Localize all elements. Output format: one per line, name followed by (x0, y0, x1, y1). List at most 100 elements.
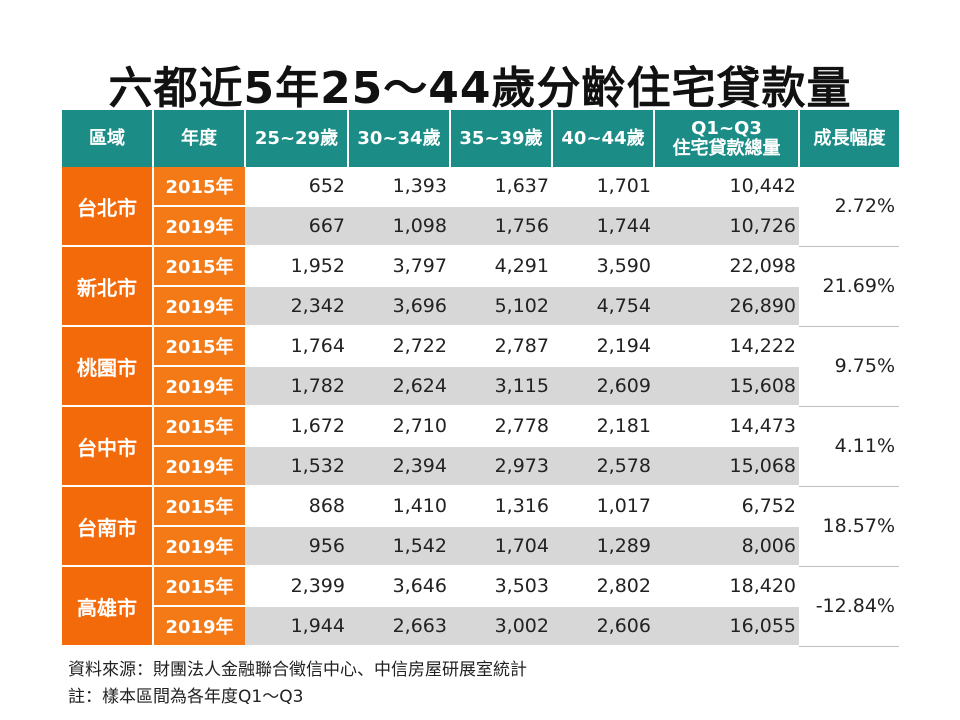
value-cell: 2,973 (450, 446, 552, 487)
value-cell: 26,890 (654, 286, 799, 327)
loan-table: 區域 年度 25~29歲 30~34歲 35~39歲 40~44歲 Q1~Q3 … (62, 110, 899, 647)
header-age-35-39: 35~39歲 (450, 110, 553, 167)
table-row: 台南市 2015年 868 1,410 1,316 1,017 6,752 18.57% (62, 486, 899, 567)
table-row: 2019年 1,532 2,394 2,973 2,578 15,068 (62, 446, 899, 487)
value-cell: 868 (245, 486, 348, 527)
value-cell: 1,944 (245, 606, 348, 647)
value-cell: 1,744 (552, 206, 654, 247)
value-cell: 1,410 (348, 486, 450, 527)
year-cell: 2019年 (152, 606, 245, 647)
value-cell: 15,608 (654, 366, 799, 407)
source-note: 資料來源：財團法人金融聯合徵信中心、中信房屋研展室統計 (68, 660, 527, 680)
value-cell: 1,704 (450, 526, 552, 567)
value-cell: 2,609 (552, 366, 654, 407)
value-cell: 2,606 (552, 606, 654, 647)
year-cell: 2019年 (152, 526, 245, 567)
region-cell: 高雄市 (62, 566, 153, 647)
growth-cell: 4.11% (799, 406, 899, 487)
value-cell: 2,802 (552, 566, 654, 607)
table-row: 台北市 2015年 652 1,393 1,637 1,701 10,442 2.72% (62, 167, 899, 247)
year-cell: 2015年 (152, 486, 245, 527)
growth-cell: 9.75% (799, 326, 899, 407)
year-cell: 2015年 (152, 246, 245, 287)
header-year: 年度 (153, 110, 246, 167)
growth-cell: 18.57% (799, 486, 899, 567)
value-cell: 3,797 (348, 246, 450, 287)
value-cell: 2,181 (552, 406, 654, 447)
header-age-25-29: 25~29歲 (245, 110, 349, 167)
year-cell: 2019年 (152, 206, 245, 247)
header-total-period: Q1~Q3 (691, 117, 762, 139)
value-cell: 14,473 (654, 406, 799, 447)
value-cell: 2,394 (348, 446, 450, 487)
value-cell: 1,393 (348, 167, 450, 207)
table-row: 高雄市 2015年 2,399 3,646 3,503 2,802 18,420 -12.84… (62, 566, 899, 647)
value-cell: 8,006 (654, 526, 799, 567)
value-cell: 18,420 (654, 566, 799, 607)
value-cell: 3,646 (348, 566, 450, 607)
header-age-40-44: 40~44歲 (552, 110, 655, 167)
value-cell: 1,672 (245, 406, 348, 447)
value-cell: 1,098 (348, 206, 450, 247)
header-region: 區域 (62, 110, 154, 167)
header-age-30-34: 30~34歲 (348, 110, 451, 167)
value-cell: 16,055 (654, 606, 799, 647)
region-cell: 台南市 (62, 486, 153, 567)
year-cell: 2019年 (152, 286, 245, 327)
value-cell: 1,701 (552, 167, 654, 207)
region-cell: 桃園市 (62, 326, 153, 407)
year-cell: 2015年 (152, 167, 245, 207)
year-cell: 2019年 (152, 446, 245, 487)
value-cell: 2,778 (450, 406, 552, 447)
value-cell: 2,663 (348, 606, 450, 647)
value-cell: 1,764 (245, 326, 348, 367)
table-row: 桃園市 2015年 1,764 2,722 2,787 2,194 14,222 9.75% (62, 326, 899, 407)
value-cell: 667 (245, 206, 348, 247)
year-cell: 2015年 (152, 566, 245, 607)
region-cell: 台北市 (62, 167, 153, 247)
header-row: 區域 年度 25~29歲 30~34歲 35~39歲 40~44歲 Q1~Q3 … (62, 110, 899, 167)
sample-note: 註：樣本區間為各年度Q1～Q3 (68, 687, 304, 707)
table-row: 2019年 1,782 2,624 3,115 2,609 15,608 (62, 366, 899, 407)
value-cell: 4,754 (552, 286, 654, 327)
value-cell: 3,590 (552, 246, 654, 287)
value-cell: 15,068 (654, 446, 799, 487)
year-cell: 2015年 (152, 406, 245, 447)
table-row: 新北市 2015年 1,952 3,797 4,291 3,590 22,098 21.69% (62, 246, 899, 327)
table-row: 2019年 1,944 2,663 3,002 2,606 16,055 (62, 606, 899, 647)
table-row: 2019年 2,342 3,696 5,102 4,754 26,890 (62, 286, 899, 327)
value-cell: 2,194 (552, 326, 654, 367)
value-cell: 5,102 (450, 286, 552, 327)
value-cell: 2,578 (552, 446, 654, 487)
table-body: 台北市 2015年 652 1,393 1,637 1,701 10,442 2.72% 201… (62, 167, 899, 647)
value-cell: 1,756 (450, 206, 552, 247)
table-row: 2019年 667 1,098 1,756 1,744 10,726 (62, 206, 899, 247)
value-cell: 2,624 (348, 366, 450, 407)
value-cell: 2,710 (348, 406, 450, 447)
growth-cell: -12.84% (799, 566, 899, 647)
chart-title: 六都近5年25～44歲分齡住宅貸款量 (108, 63, 852, 114)
value-cell: 2,399 (245, 566, 348, 607)
growth-cell: 2.72% (799, 167, 899, 247)
value-cell: 3,503 (450, 566, 552, 607)
header-total-label: 住宅貸款總量 (672, 137, 781, 159)
value-cell: 2,787 (450, 326, 552, 367)
value-cell: 4,291 (450, 246, 552, 287)
value-cell: 2,342 (245, 286, 348, 327)
value-cell: 1,316 (450, 486, 552, 527)
value-cell: 1,017 (552, 486, 654, 527)
value-cell: 652 (245, 167, 348, 207)
value-cell: 956 (245, 526, 348, 567)
value-cell: 1,637 (450, 167, 552, 207)
header-growth: 成長幅度 (799, 110, 899, 167)
value-cell: 10,726 (654, 206, 799, 247)
growth-cell: 21.69% (799, 246, 899, 327)
value-cell: 2,722 (348, 326, 450, 367)
value-cell: 1,289 (552, 526, 654, 567)
table-row: 2019年 956 1,542 1,704 1,289 8,006 (62, 526, 899, 567)
region-cell: 新北市 (62, 246, 153, 327)
year-cell: 2015年 (152, 326, 245, 367)
value-cell: 1,952 (245, 246, 348, 287)
value-cell: 1,542 (348, 526, 450, 567)
table-row: 台中市 2015年 1,672 2,710 2,778 2,181 14,473 4.11% (62, 406, 899, 487)
